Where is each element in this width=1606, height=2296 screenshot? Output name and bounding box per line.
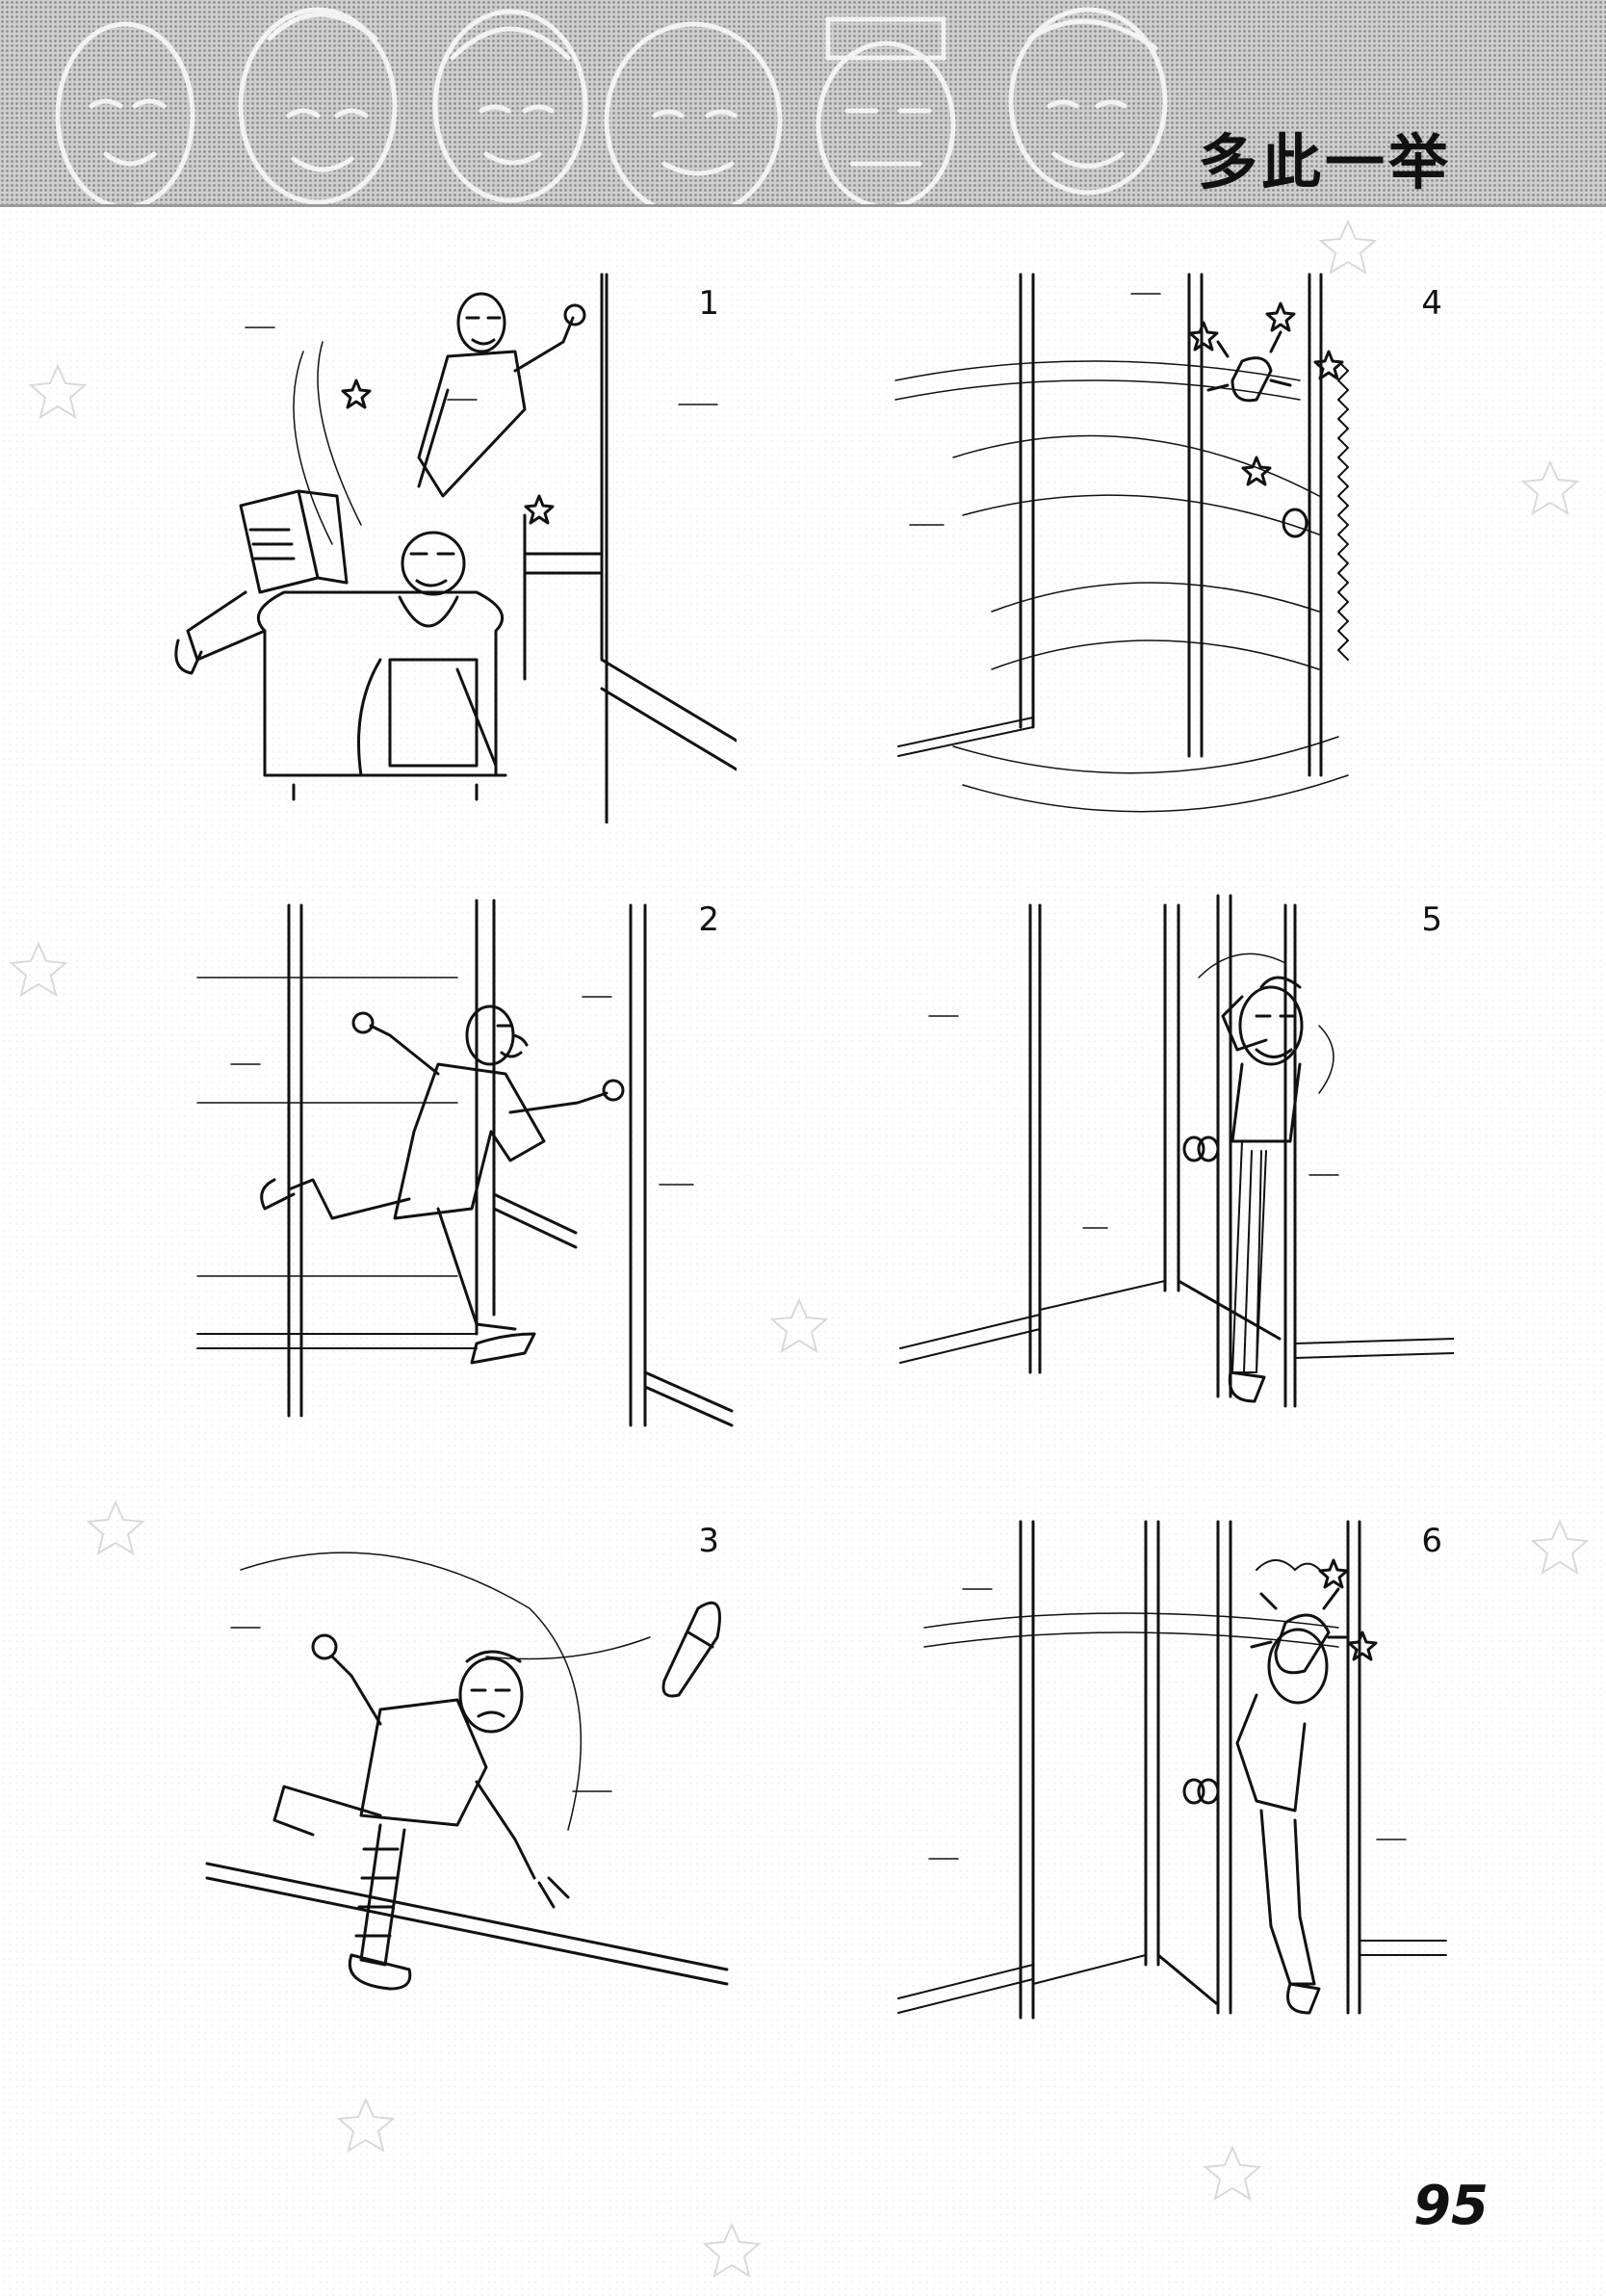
panel-4-number: 4 — [1421, 284, 1442, 323]
comic-panel-6: 6 — [876, 1502, 1454, 2061]
panel-2-number: 2 — [698, 900, 719, 939]
panel-5-number: 5 — [1421, 900, 1442, 939]
panel-6-number: 6 — [1421, 1522, 1442, 1560]
panel-6-drawing — [897, 1520, 1447, 2020]
header-banner: 多此一举 — [0, 0, 1606, 207]
panel-5-drawing — [899, 894, 1454, 1408]
panel-1-drawing — [174, 273, 737, 823]
comic-panel-3: 3 — [159, 1502, 737, 2061]
panel-3-number: 3 — [698, 1522, 719, 1560]
comic-panel-2: 2 — [159, 881, 737, 1440]
comic-panel-1: 1 — [159, 265, 737, 823]
comic-panel-5: 5 — [876, 881, 1454, 1440]
header-character-sketches — [55, 7, 1168, 204]
page-title: 多此一举 — [1197, 127, 1452, 197]
panel-2-drawing — [196, 899, 734, 1427]
panel-1-number: 1 — [698, 284, 719, 323]
page-number: 95 — [1413, 2175, 1489, 2237]
panel-4-drawing — [894, 273, 1349, 813]
comic-panel-4: 4 — [876, 265, 1454, 823]
panel-3-drawing — [205, 1552, 729, 1991]
